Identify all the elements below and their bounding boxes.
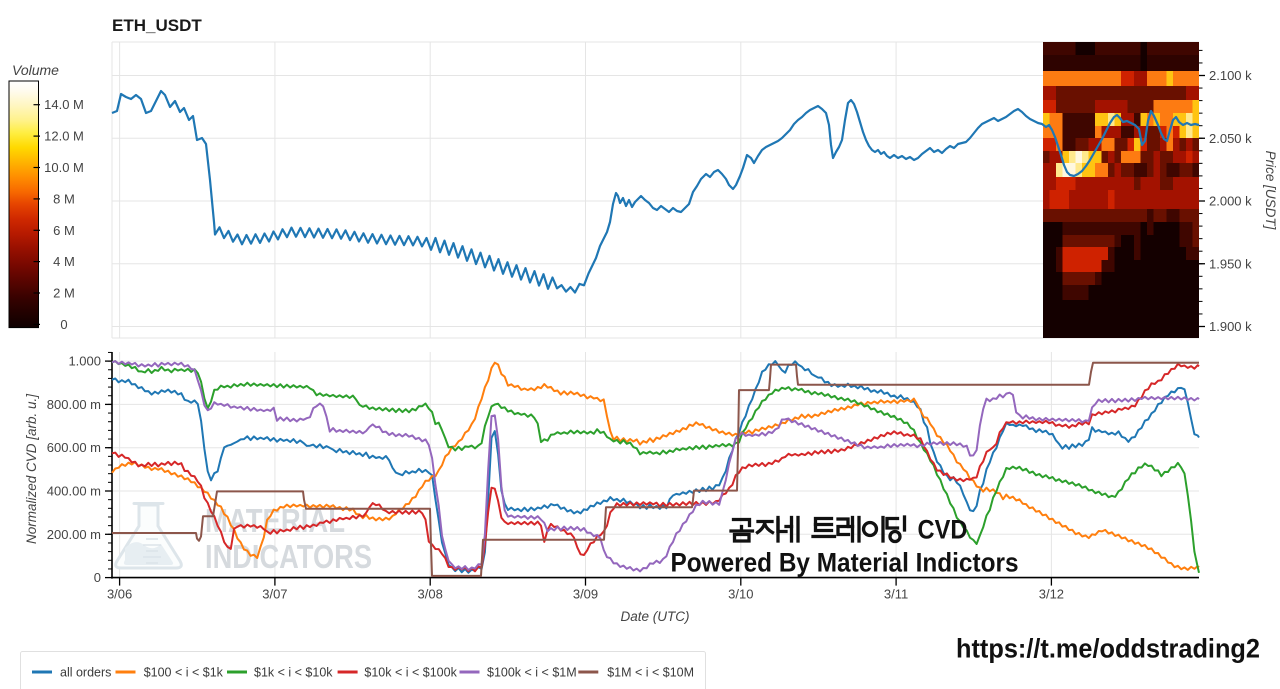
svg-text:3/10: 3/10	[728, 587, 753, 602]
svg-text:10.0 M: 10.0 M	[44, 160, 84, 175]
svg-text:3/08: 3/08	[418, 587, 443, 602]
svg-text:Price [USDT]: Price [USDT]	[1263, 151, 1278, 231]
svg-text:1.900 k: 1.900 k	[1209, 319, 1252, 334]
svg-text:12.0 M: 12.0 M	[44, 129, 84, 144]
svg-text:1.950 k: 1.950 k	[1209, 256, 1252, 271]
svg-text:2.100 k: 2.100 k	[1209, 68, 1252, 83]
svg-text:200.00 m: 200.00 m	[47, 527, 101, 542]
svg-text:3/09: 3/09	[573, 587, 598, 602]
svg-text:2 M: 2 M	[53, 286, 75, 301]
svg-text:$100k < i < $1M: $100k < i < $1M	[487, 666, 577, 680]
svg-text:Powered By Material Indictors: Powered By Material Indictors	[671, 548, 1019, 578]
svg-text:400.00 m: 400.00 m	[47, 484, 101, 499]
svg-text:6 M: 6 M	[53, 223, 75, 238]
svg-text:3/07: 3/07	[262, 587, 287, 602]
svg-text:3/11: 3/11	[884, 587, 908, 602]
svg-text:0: 0	[94, 570, 101, 585]
svg-text:600.00 m: 600.00 m	[47, 440, 101, 455]
svg-text:3/06: 3/06	[107, 587, 132, 602]
svg-text:3/12: 3/12	[1039, 587, 1064, 602]
svg-text:Normalized CVD [arb. u.]: Normalized CVD [arb. u.]	[24, 393, 39, 544]
svg-text:8 M: 8 M	[53, 191, 75, 206]
svg-text:0: 0	[60, 317, 67, 332]
svg-text:800.00 m: 800.00 m	[47, 397, 101, 412]
svg-text:https://t.me/oddstrading2: https://t.me/oddstrading2	[956, 634, 1260, 664]
svg-text:all orders: all orders	[60, 666, 111, 680]
svg-text:2.000 k: 2.000 k	[1209, 194, 1252, 209]
svg-text:14.0 M: 14.0 M	[44, 97, 84, 112]
svg-text:$100 < i < $1k: $100 < i < $1k	[144, 666, 224, 680]
svg-text:INDICATORS: INDICATORS	[205, 538, 372, 575]
svg-text:$10k < i < $100k: $10k < i < $100k	[364, 666, 457, 680]
svg-text:Date (UTC): Date (UTC)	[620, 609, 689, 624]
svg-text:ETH_USDT: ETH_USDT	[112, 16, 202, 35]
svg-text:$1k < i < $10k: $1k < i < $10k	[254, 666, 333, 680]
svg-text:CVD: CVD	[918, 515, 968, 545]
svg-text:$1M < i < $10M: $1M < i < $10M	[607, 666, 694, 680]
svg-text:4 M: 4 M	[53, 254, 75, 269]
svg-text:1.000: 1.000	[68, 354, 101, 369]
svg-text:2.050 k: 2.050 k	[1209, 131, 1252, 146]
svg-text:Volume: Volume	[12, 62, 59, 78]
